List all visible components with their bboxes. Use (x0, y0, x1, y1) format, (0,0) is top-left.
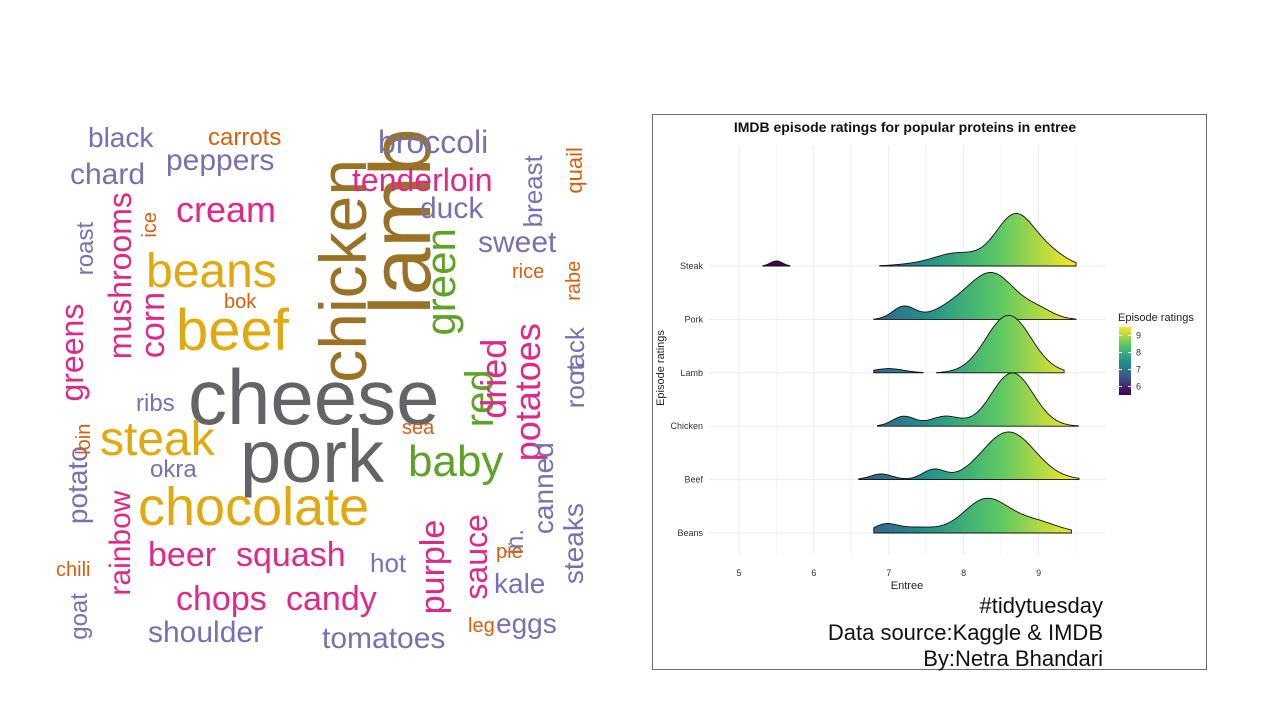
word-rainbow: rainbow (104, 490, 137, 596)
word-cloud: cheese pork lamb chicken beef beans chocolate s… (40, 110, 610, 670)
y-tick-label: Pork (684, 314, 703, 324)
y-tick-label: Steak (680, 261, 704, 271)
x-tick-label: 5 (736, 568, 741, 578)
word-rice: rice (512, 261, 545, 283)
word-chops: chops (176, 580, 267, 618)
ridgeline-chart: 5 6 7 8 9 Beans Beef Chicken Lamb Pork Steak IMDB … (655, 119, 1194, 592)
word-beer: beer (148, 536, 217, 574)
word-hot: hot (370, 548, 407, 578)
ridge-lamb (873, 368, 924, 374)
hashtag-credit: #tidytuesday (979, 593, 1103, 618)
word-steak: steak (100, 413, 215, 466)
word-loin: loin (73, 423, 95, 455)
chart-title: IMDB episode ratings for popular protein… (734, 119, 1076, 135)
word-squash: squash (236, 536, 346, 574)
ridge-beans (873, 497, 1072, 534)
word-purple: purple (414, 519, 452, 615)
word-carrots: carrots (208, 124, 282, 151)
word-goat: goat (66, 593, 93, 640)
legend-tick-label: 8 (1136, 348, 1141, 358)
word-okra: okra (150, 456, 197, 483)
legend-colorbar (1119, 327, 1131, 395)
word-pie: pie (496, 541, 523, 563)
word-corn: corn (134, 292, 172, 359)
word-green: green (417, 228, 464, 336)
word-bok: bok (224, 291, 257, 313)
word-potatoes: potatoes (507, 323, 548, 462)
word-roast: roast (72, 221, 99, 276)
word-tenderloin: tenderloin (352, 162, 493, 198)
word-cream: cream (176, 189, 277, 230)
color-legend: Episode ratings 6 7 8 9 (1118, 312, 1194, 395)
word-breast: breast (518, 155, 548, 228)
word-sea: sea (402, 417, 435, 439)
x-axis-label: Entree (891, 580, 923, 592)
y-tick-label: Chicken (670, 421, 703, 431)
x-tick-label: 8 (961, 568, 966, 578)
legend-tick-label: 6 (1136, 382, 1141, 392)
ridgeline-chart-panel: 5 6 7 8 9 Beans Beef Chicken Lamb Pork Steak IMDB … (652, 114, 1207, 671)
y-tick-label: Beef (684, 475, 703, 485)
legend-tick-label: 7 (1136, 365, 1141, 375)
word-baby: baby (408, 437, 504, 486)
word-chocolate: chocolate (138, 477, 370, 537)
word-broccoli: broccoli (378, 124, 489, 160)
y-axis-label: Episode ratings (655, 330, 667, 406)
word-potato: potato (62, 446, 93, 525)
ridge-steak (879, 213, 1077, 267)
legend-tick-label: 9 (1136, 331, 1141, 341)
word-beef: beef (176, 298, 289, 363)
legend-title: Episode ratings (1118, 312, 1194, 324)
word-kale: kale (494, 568, 546, 599)
word-beans: beans (146, 245, 277, 298)
word-peppers: peppers (166, 144, 275, 177)
word-mushrooms: mushrooms (102, 192, 138, 360)
word-candy: candy (286, 580, 377, 618)
word-chili: chili (56, 559, 91, 581)
ridge-pork (873, 271, 1077, 320)
word-shoulder: shoulder (148, 616, 264, 649)
word-ribs: ribs (136, 390, 175, 417)
word-sauce: sauce (458, 514, 494, 600)
grid-lines (709, 145, 1106, 555)
word-duck: duck (420, 192, 484, 225)
ridge-chicken (877, 372, 1079, 427)
word-rabe: rabe (563, 260, 585, 301)
x-tick-label: 6 (811, 568, 816, 578)
word-quail: quail (562, 147, 587, 194)
x-tick-label: 9 (1036, 568, 1041, 578)
word-eggs: eggs (496, 608, 557, 639)
y-tick-label: Lamb (680, 368, 703, 378)
word-tomatoes: tomatoes (322, 622, 446, 655)
word-canned: canned (528, 442, 559, 535)
ridge-steak (762, 260, 791, 267)
x-tick-label: 7 (886, 568, 891, 578)
ridges (762, 213, 1080, 534)
data-source-credit: Data source:Kaggle & IMDB (827, 620, 1103, 645)
word-ice: ice (139, 212, 161, 238)
y-tick-label: Beans (677, 528, 703, 538)
word-cheese: cheese (188, 353, 440, 441)
ridge-lamb (936, 314, 1065, 374)
word-black: black (88, 122, 154, 153)
ridge-beef (858, 431, 1080, 481)
word-greens: greens (54, 303, 90, 402)
word-steaks: steaks (558, 503, 589, 585)
word-pork: pork (240, 415, 384, 498)
word-sweet: sweet (478, 226, 557, 259)
word-chard: chard (70, 158, 146, 191)
word-rack: rack (560, 327, 590, 377)
word-leg: leg (468, 615, 495, 637)
author-credit: By:Netra Bhandari (923, 646, 1103, 671)
axis-labels: 5 6 7 8 9 Beans Beef Chicken Lamb Pork Steak (670, 261, 1041, 578)
